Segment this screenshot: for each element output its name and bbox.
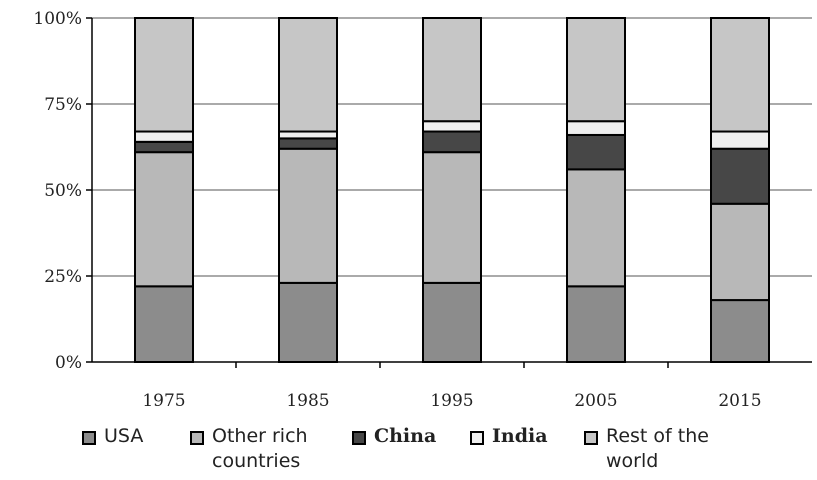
legend: USA Other rich countries China India Res… — [82, 424, 802, 478]
x-tick-label: 1985 — [286, 391, 329, 411]
legend-item-rest-of-the-world: Rest of the world — [584, 424, 709, 474]
bar-segment-1975-other-rich-countries — [134, 151, 194, 288]
bars — [134, 17, 770, 364]
bar-segment-1995-rest-of-the-world — [422, 17, 482, 123]
legend-item-china: China — [352, 424, 436, 449]
y-tick-label: 25% — [44, 267, 82, 287]
y-tick-label: 75% — [44, 95, 82, 115]
x-tick-label: 2005 — [574, 391, 617, 411]
bar-segment-1985-china — [278, 137, 338, 150]
bar-segment-2005-usa — [566, 285, 626, 364]
bar-segment-1975-india — [134, 130, 194, 143]
legend-item-other-rich-countries: Other rich countries — [190, 424, 308, 474]
bar-segment-2005-china — [566, 133, 626, 171]
legend-item-india: India — [470, 424, 548, 449]
x-tick-label: 2015 — [718, 391, 761, 411]
bar-segment-1985-usa — [278, 281, 338, 364]
legend-label-india: India — [492, 425, 548, 447]
legend-swatch-other-rich-countries — [190, 431, 204, 445]
bar-segment-2005-rest-of-the-world — [566, 17, 626, 123]
y-tick-label: 50% — [44, 181, 82, 201]
bar-segment-1995-other-rich-countries — [422, 151, 482, 284]
bar-segment-1985-india — [278, 130, 338, 140]
bar-segment-1995-china — [422, 130, 482, 154]
legend-label-rest-of-the-world: Rest of the world — [606, 425, 709, 472]
bar-segment-1975-china — [134, 140, 194, 154]
bar-segment-2015-usa — [710, 299, 770, 363]
stacked-bar-chart: 0% 25% 50% 75% 100% 1975 1985 1995 2005 2015 — [33, 9, 812, 411]
y-tick-label: 0% — [55, 353, 82, 373]
bar-segment-1985-rest-of-the-world — [278, 17, 338, 133]
bar-segment-1985-other-rich-countries — [278, 147, 338, 284]
legend-swatch-usa — [82, 431, 96, 445]
bar-segment-1975-rest-of-the-world — [134, 17, 194, 133]
bar-segment-1995-india — [422, 120, 482, 133]
x-tick-label: 1975 — [142, 391, 185, 411]
bar-segment-1995-usa — [422, 281, 482, 364]
bar-segment-2015-india — [710, 130, 770, 150]
bar-segment-2015-other-rich-countries — [710, 202, 770, 302]
legend-label-other-rich-countries: Other rich countries — [212, 425, 308, 472]
y-tick-labels: 0% 25% 50% 75% 100% — [33, 9, 82, 373]
bar-segment-2005-other-rich-countries — [566, 168, 626, 288]
bar-segment-2015-rest-of-the-world — [710, 17, 770, 133]
legend-swatch-india — [470, 431, 484, 445]
x-tick-label: 1995 — [430, 391, 473, 411]
legend-label-china: China — [374, 425, 437, 447]
bar-segment-2015-china — [710, 147, 770, 205]
x-tick-labels: 1975 1985 1995 2005 2015 — [142, 391, 761, 411]
bar-segment-2005-india — [566, 120, 626, 136]
legend-swatch-rest-of-the-world — [584, 431, 598, 445]
legend-item-usa: USA — [82, 424, 143, 449]
legend-label-usa: USA — [104, 425, 144, 447]
axes — [86, 17, 812, 368]
y-tick-label: 100% — [33, 9, 82, 29]
bar-segment-1975-usa — [134, 285, 194, 364]
legend-swatch-china — [352, 431, 366, 445]
